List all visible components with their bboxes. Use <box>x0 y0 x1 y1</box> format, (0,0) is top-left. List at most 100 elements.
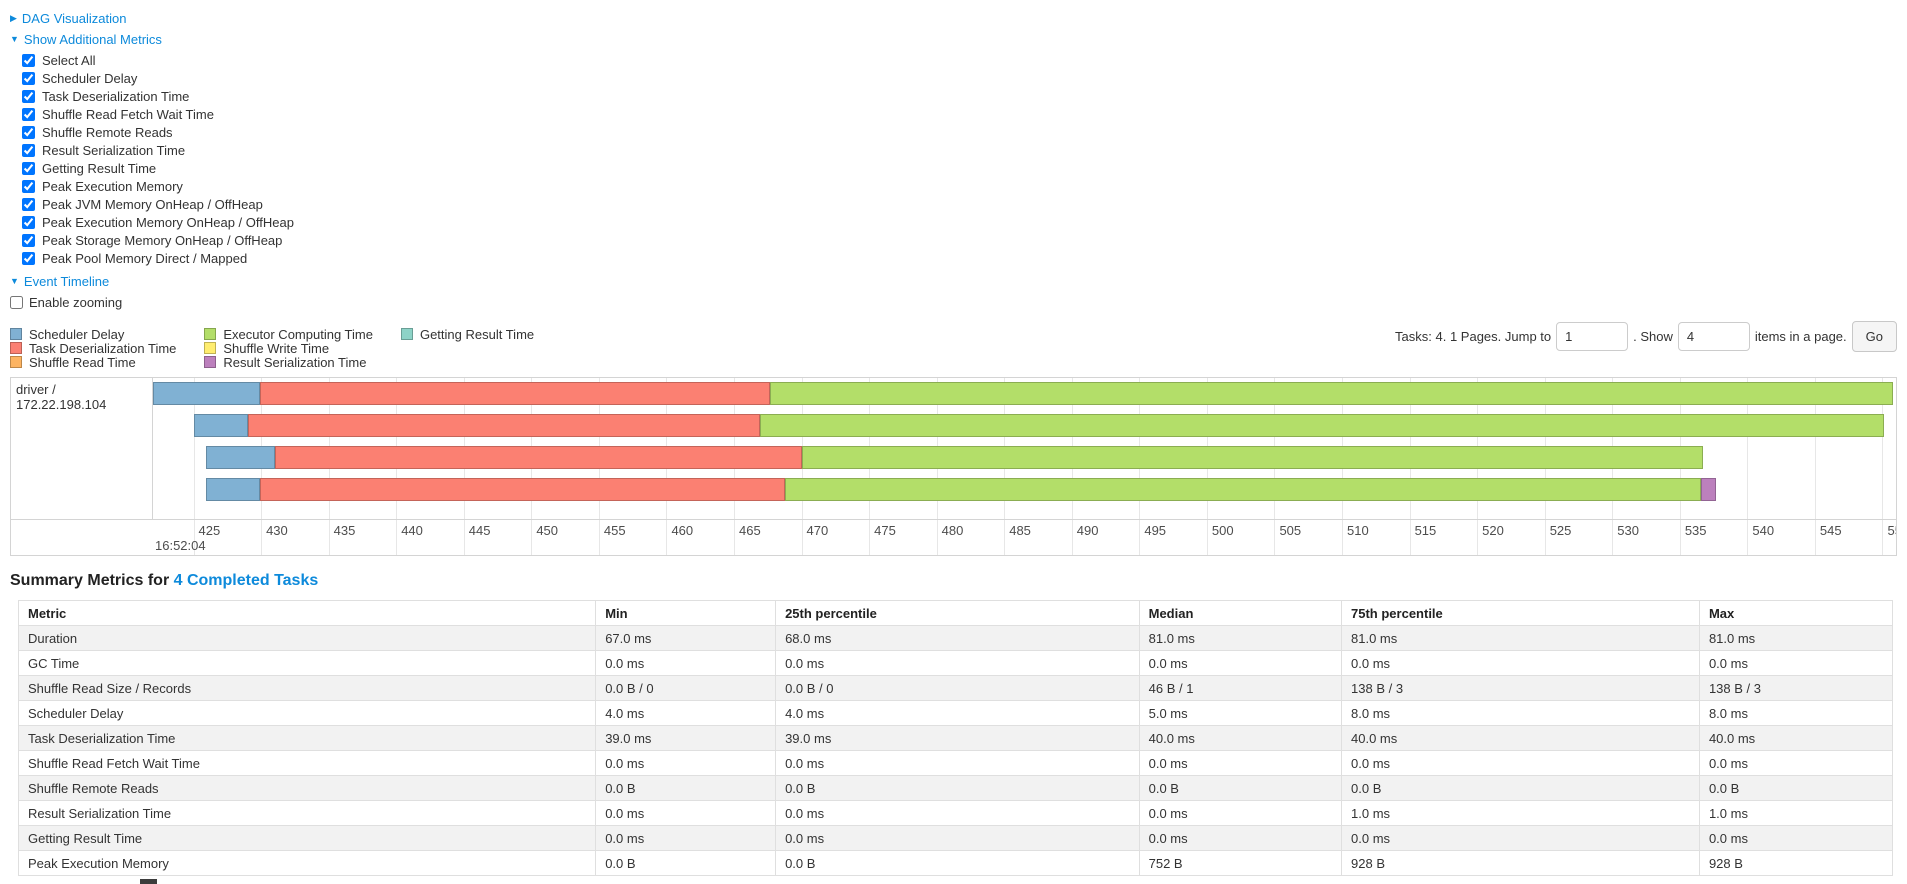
additional-metrics-toggle[interactable]: ▼ Show Additional Metrics <box>10 32 162 47</box>
task-segment-task-deserialization[interactable] <box>259 478 786 501</box>
metric-name-cell: Peak Execution Memory <box>17 850 597 876</box>
legend-label: Task Deserialization Time <box>29 340 177 356</box>
shuffle-read-swatch <box>10 356 22 368</box>
event-timeline-toggle[interactable]: ▼ Event Timeline <box>10 274 109 289</box>
dag-visualization-label: DAG Visualization <box>21 10 127 26</box>
timeline-axis-line <box>11 519 1896 520</box>
task-segment-scheduler-delay[interactable] <box>205 446 275 469</box>
shuffle-write-swatch <box>204 342 217 354</box>
metric-value-cell: 138 B / 3 <box>1341 675 1700 701</box>
metric-checkbox[interactable] <box>22 89 35 103</box>
metric-value-cell: 0.0 ms <box>1138 750 1343 776</box>
metric-checkbox-label: Shuffle Remote Reads <box>42 124 173 140</box>
timeline-gridline <box>1814 378 1816 555</box>
legend-label: Shuffle Write Time <box>223 340 330 356</box>
metric-checkbox-item[interactable]: Shuffle Read Fetch Wait Time <box>22 105 1897 123</box>
metric-checkbox-item[interactable]: Scheduler Delay <box>22 69 1897 87</box>
metric-value-cell: 1.0 ms <box>1698 800 1894 826</box>
metric-checkbox-label: Scheduler Delay <box>42 70 138 86</box>
metric-checkbox[interactable] <box>22 215 35 229</box>
metric-checkbox-item[interactable]: Peak Pool Memory Direct / Mapped <box>22 249 1897 267</box>
enable-zooming-label: Enable zooming <box>29 294 123 310</box>
metric-name-cell: Scheduler Delay <box>17 700 597 726</box>
jump-to-page-input[interactable] <box>1556 322 1629 351</box>
task-segment-scheduler-delay[interactable] <box>153 382 260 405</box>
task-segment-executor-computing[interactable] <box>759 414 1884 437</box>
additional-metrics-row: ▼ Show Additional Metrics <box>10 30 1897 48</box>
metric-checkbox-label: Peak Execution Memory OnHeap / OffHeap <box>42 214 294 230</box>
metric-checkbox[interactable] <box>22 143 35 157</box>
metric-value-cell: 752 B <box>1138 850 1343 876</box>
metric-value-cell: 46 B / 1 <box>1138 675 1343 701</box>
task-segment-task-deserialization[interactable] <box>274 446 802 469</box>
legend-label: Result Serialization Time <box>223 354 367 370</box>
go-button[interactable]: Go <box>1851 321 1897 352</box>
timeline-tick-label: 480 <box>941 523 964 538</box>
timeline-tick-label: 495 <box>1144 523 1167 538</box>
column-header: 25th percentile <box>775 600 1140 626</box>
metric-checkbox-item[interactable]: Peak Execution Memory OnHeap / OffHeap <box>22 213 1897 231</box>
timeline-tick-label: 520 <box>1482 523 1504 538</box>
metric-checkbox-item[interactable]: Getting Result Time <box>22 159 1897 177</box>
metric-value-cell: 1.0 ms <box>1341 800 1700 826</box>
metric-checkbox[interactable] <box>22 107 35 121</box>
metric-checkbox-item[interactable]: Peak Execution Memory <box>22 177 1897 195</box>
metric-checkbox-item[interactable]: Shuffle Remote Reads <box>22 123 1897 141</box>
enable-zooming-option[interactable]: Enable zooming <box>10 293 1897 311</box>
metric-value-cell: 81.0 ms <box>1698 625 1894 651</box>
dag-visualization-toggle[interactable]: ▶ DAG Visualization <box>10 11 126 26</box>
additional-metrics-label: Show Additional Metrics <box>23 31 162 47</box>
task-segment-task-deserialization[interactable] <box>247 414 760 437</box>
metric-checkbox[interactable] <box>22 53 35 67</box>
table-row: Task Deserialization Time 39.0 ms 39.0 ms 4… <box>17 725 1894 751</box>
event-timeline-label: Event Timeline <box>23 273 110 289</box>
metric-value-cell: 40.0 ms <box>1341 725 1700 751</box>
metric-value-cell: 0.0 ms <box>775 750 1140 776</box>
task-segment-scheduler-delay[interactable] <box>205 478 260 501</box>
completed-tasks-link[interactable]: 4 Completed Tasks <box>173 572 319 589</box>
metric-checkbox-item[interactable]: Peak JVM Memory OnHeap / OffHeap <box>22 195 1897 213</box>
items-per-page-input[interactable] <box>1677 322 1750 351</box>
metric-checkbox[interactable] <box>22 251 35 265</box>
metric-checkbox[interactable] <box>22 233 35 247</box>
task-segment-executor-computing[interactable] <box>801 446 1703 469</box>
task-segment-executor-computing[interactable] <box>770 382 1894 405</box>
metric-checkbox-label: Result Serialization Time <box>42 142 186 158</box>
timeline-tick-label: 470 <box>806 523 829 538</box>
enable-zooming-checkbox[interactable] <box>10 295 23 309</box>
expanded-arrow-icon: ▼ <box>10 275 19 286</box>
pagination-suffix-text: items in a page. <box>1754 329 1847 344</box>
metric-value-cell: 138 B / 3 <box>1698 675 1894 701</box>
metric-checkbox[interactable] <box>22 179 35 193</box>
summary-table-body: Duration 67.0 ms 68.0 ms 81.0 ms 81.0 ms 81.0… <box>17 625 1894 876</box>
metric-value-cell: 4.0 ms <box>595 700 777 726</box>
metric-checkbox-item[interactable]: Peak Storage Memory OnHeap / OffHeap <box>22 231 1897 249</box>
legend-item: Task Deserialization Time <box>10 340 177 356</box>
scheduler-delay-swatch <box>10 328 22 340</box>
task-segment-scheduler-delay[interactable] <box>193 414 248 437</box>
task-segment-result-serialization[interactable] <box>1701 478 1717 501</box>
timeline-tick-label: 445 <box>468 523 491 538</box>
executor-computing-swatch <box>204 328 217 340</box>
table-row: Scheduler Delay 4.0 ms 4.0 ms 5.0 ms 8.0 ms 8… <box>17 700 1894 726</box>
metric-checkbox-item[interactable]: Select All <box>22 51 1897 69</box>
legend-column: Executor Computing Time Shuffle Write Tim… <box>204 327 373 370</box>
metric-checkbox-item[interactable]: Task Deserialization Time <box>22 87 1897 105</box>
metric-checkbox[interactable] <box>22 71 35 85</box>
metric-checkbox[interactable] <box>22 125 35 139</box>
task-deserialization-swatch <box>10 342 22 354</box>
task-segment-executor-computing[interactable] <box>785 478 1702 501</box>
legend-item: Getting Result Time <box>400 327 534 342</box>
legend-item: Scheduler Delay <box>10 327 176 342</box>
legend-item: Shuffle Write Time <box>204 340 373 356</box>
timeline-tick-label: 535 <box>1684 523 1707 538</box>
metric-checkbox[interactable] <box>22 161 35 175</box>
task-segment-task-deserialization[interactable] <box>259 382 771 405</box>
metric-checkbox-item[interactable]: Result Serialization Time <box>22 141 1897 159</box>
timeline-tick-label: 500 <box>1211 523 1234 538</box>
timeline-tick-label: 455 <box>603 523 626 538</box>
table-row: Shuffle Read Fetch Wait Time 0.0 ms 0.0 ms… <box>17 750 1894 776</box>
metric-checkbox[interactable] <box>22 197 35 211</box>
legend-column: Getting Result Time <box>400 327 534 369</box>
table-row: Shuffle Read Size / Records 0.0 B / 0 0.0 … <box>17 675 1894 701</box>
